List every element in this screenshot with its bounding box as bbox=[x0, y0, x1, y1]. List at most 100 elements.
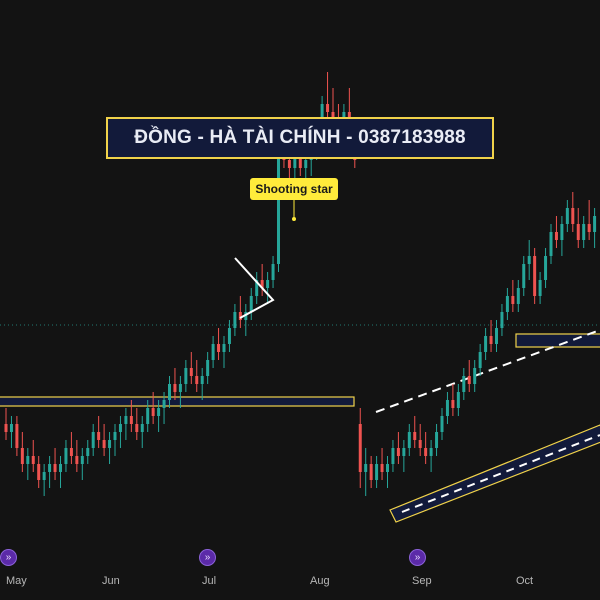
candle-body bbox=[140, 424, 144, 432]
candle-body bbox=[576, 224, 580, 240]
candle-body bbox=[511, 296, 515, 304]
candle-body bbox=[386, 464, 389, 472]
candle-body bbox=[326, 104, 330, 112]
candle-body bbox=[168, 384, 171, 400]
candle-body bbox=[478, 352, 482, 368]
candle-body bbox=[527, 256, 531, 264]
candle-body bbox=[505, 296, 509, 312]
candle-body bbox=[320, 104, 324, 128]
candle-body bbox=[331, 112, 335, 120]
candle-body bbox=[484, 336, 488, 352]
candle-body bbox=[462, 376, 466, 392]
candle-body bbox=[97, 432, 101, 440]
candle-body bbox=[157, 408, 161, 416]
candle-body bbox=[102, 440, 106, 448]
candle-body bbox=[489, 336, 493, 344]
shooting-star-callout[interactable]: Shooting star bbox=[250, 178, 338, 200]
candle-body bbox=[402, 448, 406, 456]
x-axis-label: Jun bbox=[102, 575, 120, 587]
candle-body bbox=[549, 232, 553, 256]
candle-body bbox=[554, 232, 558, 240]
candle-body bbox=[20, 448, 24, 464]
candle-body bbox=[538, 280, 542, 296]
dividends-fast-forward-icon[interactable]: » bbox=[199, 549, 216, 566]
candle-body bbox=[369, 464, 373, 480]
x-axis-label: Jul bbox=[202, 575, 217, 587]
candle-body bbox=[124, 416, 128, 424]
candle-body bbox=[500, 312, 504, 328]
candle-body bbox=[184, 368, 188, 384]
candle-body bbox=[227, 328, 231, 344]
candle-body bbox=[533, 256, 537, 296]
candle-body bbox=[200, 376, 204, 384]
candle-body bbox=[233, 312, 237, 328]
candle-body bbox=[113, 432, 117, 440]
candle-body bbox=[560, 224, 564, 240]
candle-body bbox=[4, 424, 8, 432]
candle-body bbox=[456, 392, 460, 408]
candle-body bbox=[391, 448, 395, 464]
resistance-zone-box bbox=[0, 396, 355, 407]
candle-body bbox=[516, 288, 520, 304]
candle-body bbox=[413, 432, 417, 440]
candle-body bbox=[80, 456, 84, 464]
channel-resistance-line bbox=[375, 329, 600, 413]
candle-body bbox=[108, 440, 112, 448]
candle-body bbox=[238, 312, 242, 320]
candle-body bbox=[91, 432, 95, 448]
x-axis-label: May bbox=[6, 575, 27, 587]
candles-group bbox=[4, 72, 597, 496]
candle-body bbox=[435, 432, 439, 448]
candle-body bbox=[440, 416, 444, 432]
x-axis-label: Oct bbox=[516, 575, 534, 587]
dividends-fast-forward-icon[interactable]: » bbox=[409, 549, 426, 566]
candle-body bbox=[26, 456, 30, 464]
candle-body bbox=[473, 368, 477, 384]
candle-body bbox=[271, 264, 275, 280]
candle-body bbox=[75, 456, 79, 464]
candle-body bbox=[407, 432, 411, 448]
candle-body bbox=[195, 376, 199, 384]
candle-body bbox=[217, 344, 221, 352]
candle-body bbox=[86, 448, 90, 456]
dividends-fast-forward-icon[interactable]: » bbox=[0, 549, 17, 566]
callout-anchor-dot bbox=[292, 217, 296, 221]
candle-body bbox=[582, 224, 586, 240]
candle-body bbox=[544, 256, 548, 280]
candle-body bbox=[178, 384, 182, 392]
candle-body bbox=[593, 216, 597, 232]
candle-body bbox=[587, 224, 591, 232]
candle-body bbox=[42, 472, 46, 480]
candle-body bbox=[162, 400, 166, 408]
x-axis-label: Aug bbox=[310, 575, 330, 587]
candle-body bbox=[304, 160, 308, 168]
candle-body bbox=[429, 448, 433, 456]
candle-body bbox=[358, 424, 362, 472]
candle-body bbox=[118, 424, 122, 432]
resistance-zone-box-right bbox=[515, 333, 600, 348]
title-banner: ĐỒNG - HÀ TÀI CHÍNH - 0387183988 bbox=[106, 117, 494, 159]
candle-body bbox=[53, 464, 57, 472]
candle-body bbox=[375, 464, 379, 480]
candle-body bbox=[37, 464, 41, 480]
candle-body bbox=[135, 424, 139, 432]
candle-body bbox=[495, 328, 498, 344]
candle-body bbox=[151, 408, 155, 416]
drawing-overlays-back bbox=[0, 324, 600, 523]
channel-support-band bbox=[389, 424, 600, 523]
drawing-overlays-front bbox=[234, 200, 296, 319]
candle-body bbox=[249, 296, 253, 312]
candle-body bbox=[244, 312, 248, 320]
candle-body bbox=[146, 408, 150, 424]
candle-body bbox=[189, 368, 193, 376]
candle-body bbox=[571, 208, 575, 224]
candle-body bbox=[467, 376, 471, 384]
candle-body bbox=[173, 384, 177, 392]
candle-body bbox=[298, 152, 302, 168]
candle-body bbox=[15, 424, 19, 448]
x-axis-label: Sep bbox=[412, 575, 432, 587]
candle-body bbox=[260, 280, 264, 288]
candle-body bbox=[222, 344, 226, 352]
candle-body bbox=[565, 208, 569, 224]
